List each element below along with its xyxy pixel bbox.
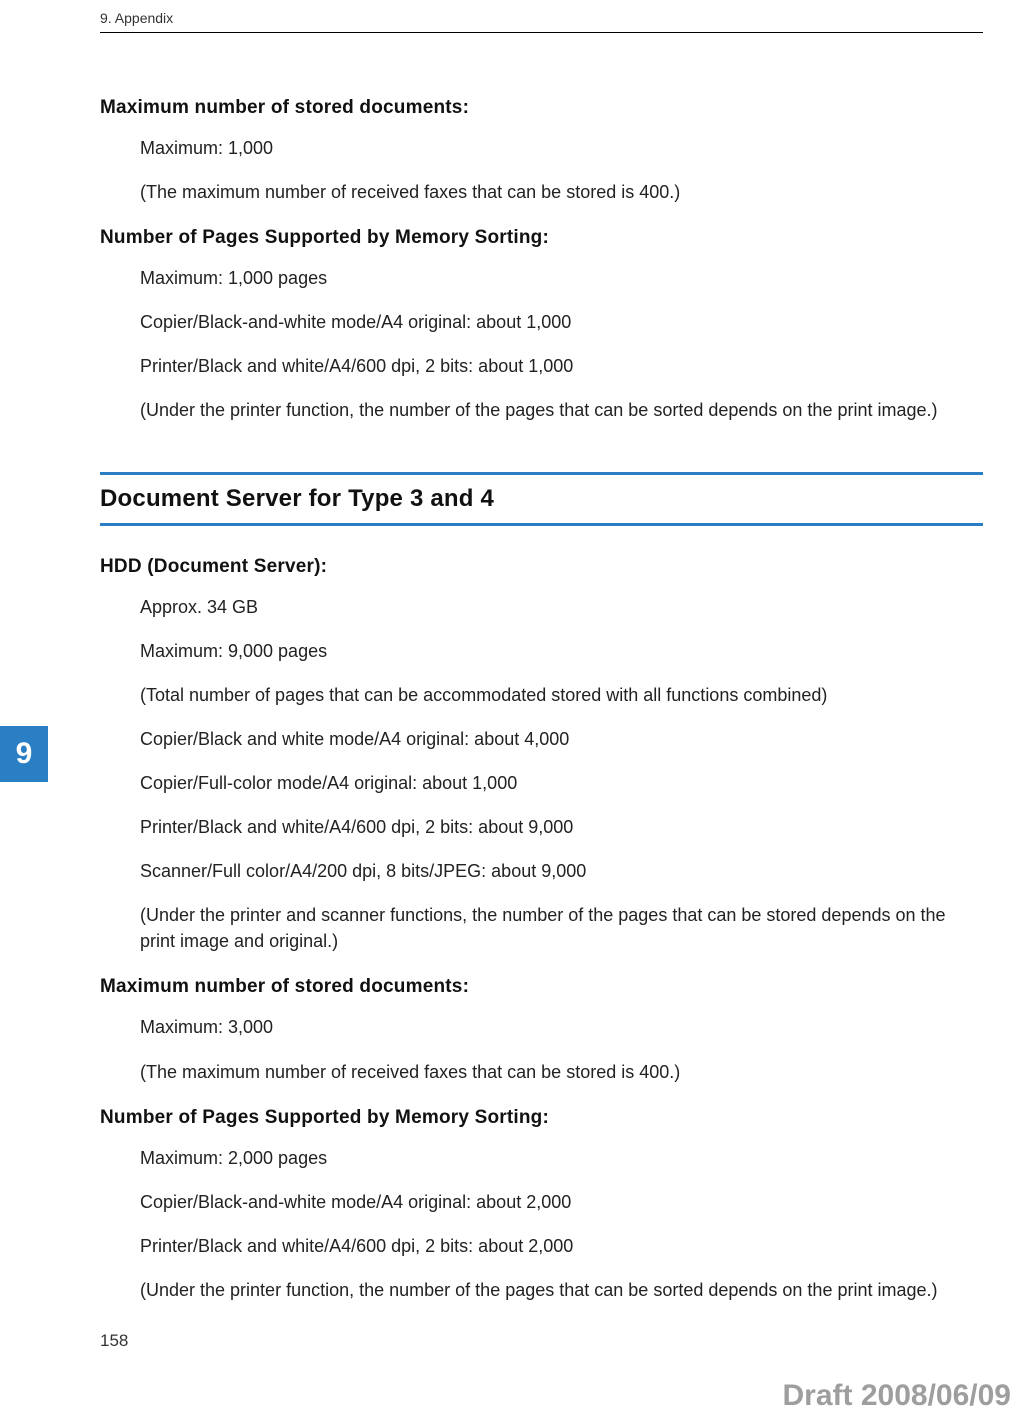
spec-body: Maximum: 1,000 pages Copier/Black-and-wh… [100,265,983,423]
spec-line: Maximum: 1,000 pages [140,265,983,291]
spec-line: Maximum: 9,000 pages [140,638,983,664]
section-block: Document Server for Type 3 and 4 HDD (Do… [100,472,983,1303]
spec-heading: HDD (Document Server): [100,556,983,578]
spec-heading: Maximum number of stored documents: [100,976,983,998]
spec-line: Maximum: 1,000 [140,135,983,161]
spec-heading: Number of Pages Supported by Memory Sort… [100,227,983,249]
page-number: 158 [100,1331,128,1351]
spec-line: Maximum: 2,000 pages [140,1145,983,1171]
spec-line: (The maximum number of received faxes th… [140,1059,983,1085]
spec-body: Maximum: 3,000 (The maximum number of re… [100,1014,983,1084]
spec-line: (The maximum number of received faxes th… [140,179,983,205]
spec-body: Approx. 34 GB Maximum: 9,000 pages (Tota… [100,594,983,955]
spec-heading: Maximum number of stored documents: [100,97,983,119]
spec-group-1: Maximum number of stored documents: Maxi… [100,97,983,424]
spec-line: (Under the printer function, the number … [140,397,983,423]
spec-line: Approx. 34 GB [140,594,983,620]
spec-line: Copier/Black and white mode/A4 original:… [140,726,983,752]
section-rule-bottom [100,523,983,526]
spec-line: (Under the printer and scanner functions… [140,902,983,954]
spec-line: Printer/Black and white/A4/600 dpi, 2 bi… [140,1233,983,1259]
section-rule-top [100,472,983,475]
spec-line: Copier/Black-and-white mode/A4 original:… [140,309,983,335]
spec-line: Maximum: 3,000 [140,1014,983,1040]
running-header: 9. Appendix [100,10,983,26]
draft-stamp: Draft 2008/06/09 [783,1379,1012,1413]
spec-line: Scanner/Full color/A4/200 dpi, 8 bits/JP… [140,858,983,884]
spec-line: Copier/Black-and-white mode/A4 original:… [140,1189,983,1215]
spec-line: (Under the printer function, the number … [140,1277,983,1303]
spec-line: Printer/Black and white/A4/600 dpi, 2 bi… [140,353,983,379]
spec-line: Copier/Full-color mode/A4 original: abou… [140,770,983,796]
spec-body: Maximum: 2,000 pages Copier/Black-and-wh… [100,1145,983,1303]
chapter-tab: 9 [0,726,48,782]
spec-line: Printer/Black and white/A4/600 dpi, 2 bi… [140,814,983,840]
page-content: 9. Appendix Maximum number of stored doc… [0,0,1031,1303]
spec-line: (Total number of pages that can be accom… [140,682,983,708]
spec-body: Maximum: 1,000 (The maximum number of re… [100,135,983,205]
header-rule [100,32,983,33]
spec-heading: Number of Pages Supported by Memory Sort… [100,1107,983,1129]
section-title: Document Server for Type 3 and 4 [100,485,983,513]
